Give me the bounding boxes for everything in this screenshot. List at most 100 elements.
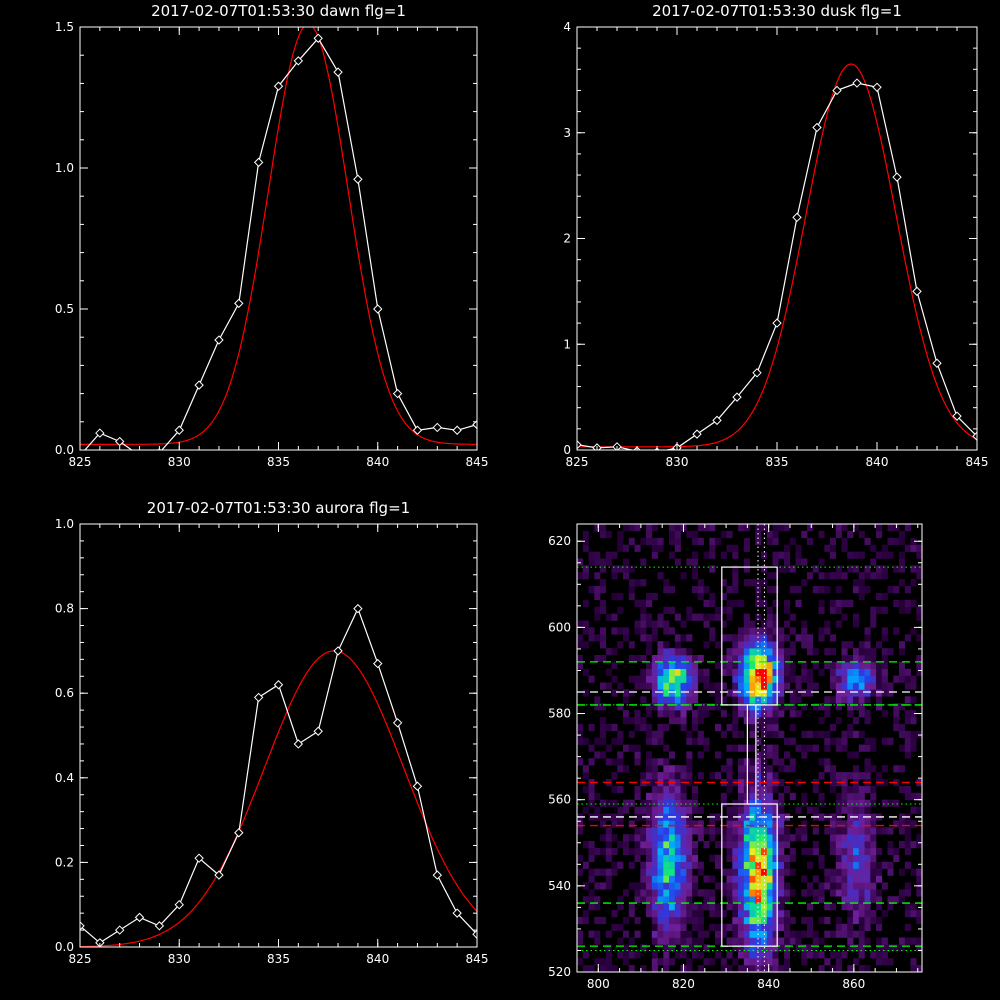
heatmap-cell xyxy=(692,737,699,745)
heatmap-cell xyxy=(611,847,618,856)
heatmap-cell xyxy=(594,916,601,925)
heatmap-cell xyxy=(726,661,733,669)
heatmap-cell xyxy=(807,916,814,925)
heatmap-cell xyxy=(789,723,796,732)
heatmap-cell xyxy=(789,613,796,621)
heatmap-cell xyxy=(772,937,779,945)
heatmap-cell xyxy=(732,806,739,814)
heatmap-cell xyxy=(784,661,791,669)
heatmap-cell xyxy=(594,930,601,938)
heatmap-cell xyxy=(830,661,836,669)
heatmap-cell xyxy=(870,737,877,745)
heatmap-cell xyxy=(858,785,865,794)
heatmap-cell xyxy=(766,696,773,704)
heatmap-cell xyxy=(887,537,894,545)
heatmap-cell xyxy=(858,889,865,897)
heatmap-cell xyxy=(726,785,733,794)
heatmap-cell xyxy=(784,565,791,573)
heatmap-cell xyxy=(761,847,768,856)
heatmap-cell xyxy=(766,910,773,918)
heatmap-cell xyxy=(669,930,675,938)
heatmap-cell xyxy=(663,896,670,904)
heatmap-cell xyxy=(674,785,681,794)
heatmap-cell xyxy=(640,847,647,856)
heatmap-cell xyxy=(669,882,675,890)
heatmap-cell xyxy=(594,882,601,890)
heatmap-cell xyxy=(893,847,900,856)
heatmap-cell xyxy=(703,827,710,835)
heatmap-cell xyxy=(720,606,727,614)
heatmap-cell xyxy=(795,806,802,814)
heatmap-cell xyxy=(824,758,831,766)
heatmap-cell xyxy=(703,551,710,559)
heatmap-cell xyxy=(605,847,612,856)
heatmap-cell xyxy=(904,841,911,849)
heatmap-cell xyxy=(617,565,624,573)
heatmap-cell xyxy=(870,689,877,697)
data-point xyxy=(253,692,264,703)
heatmap-cell xyxy=(801,792,808,800)
heatmap-cell xyxy=(674,537,681,545)
heatmap-cell xyxy=(853,717,860,725)
plot-frame xyxy=(576,26,978,451)
heatmap-cell xyxy=(720,923,727,931)
heatmap-cell xyxy=(738,668,745,676)
heatmap-cell xyxy=(743,923,750,931)
heatmap-cell xyxy=(657,648,664,656)
heatmap-cell xyxy=(743,951,750,959)
heatmap-cell xyxy=(692,889,699,897)
y-tick-label: 580 xyxy=(548,707,571,721)
heatmap-cell xyxy=(881,958,888,966)
heatmap-cell xyxy=(841,951,848,959)
heatmap-cell xyxy=(755,613,762,621)
heatmap-cell xyxy=(904,903,911,911)
heatmap-cell xyxy=(818,758,825,766)
heatmap-cell xyxy=(674,675,681,683)
heatmap-cell xyxy=(640,537,647,545)
heatmap-cell xyxy=(853,785,860,794)
heatmap-cell xyxy=(651,772,658,780)
heatmap-cell xyxy=(789,627,796,635)
heatmap-cell xyxy=(830,551,836,559)
heatmap-cell xyxy=(657,661,664,669)
heatmap-cell xyxy=(686,827,693,835)
heatmap-cell xyxy=(761,758,768,766)
heatmap-cell xyxy=(715,641,722,649)
heatmap-cell xyxy=(881,606,888,614)
heatmap-cell xyxy=(749,730,756,738)
heatmap-cell xyxy=(623,572,630,580)
heatmap-cell xyxy=(686,613,693,621)
data-point xyxy=(373,304,383,314)
heatmap-cell xyxy=(646,751,653,759)
heatmap-cell xyxy=(588,841,595,849)
heatmap-cell xyxy=(864,854,871,862)
heatmap-cell xyxy=(864,923,871,931)
heatmap-cell xyxy=(674,834,681,842)
heatmap-cell xyxy=(841,792,848,800)
heatmap-cell xyxy=(657,675,664,683)
heatmap-cell xyxy=(755,586,762,594)
heatmap-cell xyxy=(801,820,808,828)
heatmap-cell xyxy=(910,910,917,918)
heatmap-cell xyxy=(841,641,848,649)
heatmap-cell xyxy=(749,841,756,849)
heatmap-cell xyxy=(715,882,722,890)
heatmap-cell xyxy=(680,923,687,931)
heatmap-cell xyxy=(835,565,842,573)
heatmap-cell xyxy=(801,558,808,566)
heatmap-cell xyxy=(841,572,848,580)
x-tick-label: 830 xyxy=(666,455,689,469)
heatmap-cell xyxy=(703,958,710,966)
heatmap-cell xyxy=(686,661,693,669)
heatmap-cell xyxy=(772,827,779,835)
heatmap-cell xyxy=(738,758,745,766)
heatmap-cell xyxy=(588,875,595,883)
heatmap-cell xyxy=(663,882,670,890)
heatmap-cell xyxy=(835,820,842,828)
heatmap-cell xyxy=(818,599,825,607)
heatmap-cell xyxy=(600,530,607,539)
heatmap-cell xyxy=(640,717,647,725)
heatmap-cell xyxy=(778,827,785,835)
heatmap-cell xyxy=(830,847,836,856)
